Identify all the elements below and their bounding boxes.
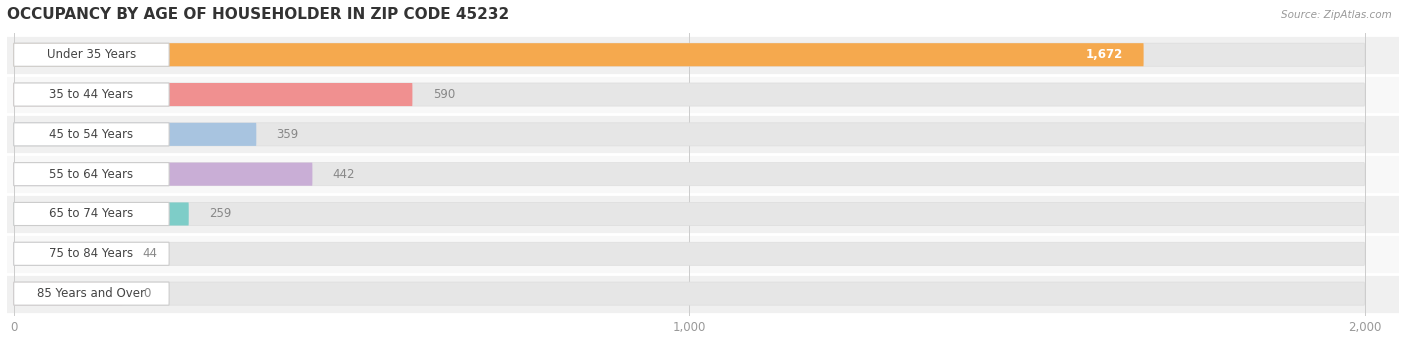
Text: 442: 442 xyxy=(333,168,356,181)
Text: 35 to 44 Years: 35 to 44 Years xyxy=(49,88,134,101)
FancyBboxPatch shape xyxy=(14,123,1364,146)
FancyBboxPatch shape xyxy=(14,282,122,305)
Text: 590: 590 xyxy=(433,88,456,101)
Text: Under 35 Years: Under 35 Years xyxy=(46,48,136,61)
Bar xyxy=(7,115,1399,154)
Text: Source: ZipAtlas.com: Source: ZipAtlas.com xyxy=(1281,10,1392,20)
Text: 55 to 64 Years: 55 to 64 Years xyxy=(49,168,134,181)
FancyBboxPatch shape xyxy=(14,163,1364,186)
Text: OCCUPANCY BY AGE OF HOUSEHOLDER IN ZIP CODE 45232: OCCUPANCY BY AGE OF HOUSEHOLDER IN ZIP C… xyxy=(7,7,509,22)
Text: 259: 259 xyxy=(209,207,232,221)
FancyBboxPatch shape xyxy=(14,203,1364,225)
Bar xyxy=(7,194,1399,234)
Text: 359: 359 xyxy=(277,128,299,141)
FancyBboxPatch shape xyxy=(14,83,1364,106)
Text: 44: 44 xyxy=(143,247,157,260)
Text: 45 to 54 Years: 45 to 54 Years xyxy=(49,128,134,141)
Bar xyxy=(7,234,1399,274)
FancyBboxPatch shape xyxy=(14,242,1364,265)
Bar xyxy=(7,154,1399,194)
Text: 85 Years and Over: 85 Years and Over xyxy=(38,287,145,300)
FancyBboxPatch shape xyxy=(14,242,169,265)
FancyBboxPatch shape xyxy=(14,83,412,106)
FancyBboxPatch shape xyxy=(14,203,169,225)
FancyBboxPatch shape xyxy=(14,282,1364,305)
Bar xyxy=(7,35,1399,75)
FancyBboxPatch shape xyxy=(14,123,169,146)
Bar xyxy=(7,274,1399,313)
FancyBboxPatch shape xyxy=(14,163,169,186)
FancyBboxPatch shape xyxy=(14,123,256,146)
FancyBboxPatch shape xyxy=(14,163,312,186)
FancyBboxPatch shape xyxy=(14,242,122,265)
FancyBboxPatch shape xyxy=(14,43,1143,66)
FancyBboxPatch shape xyxy=(14,83,169,106)
Text: 65 to 74 Years: 65 to 74 Years xyxy=(49,207,134,221)
FancyBboxPatch shape xyxy=(14,282,169,305)
Text: 75 to 84 Years: 75 to 84 Years xyxy=(49,247,134,260)
Bar xyxy=(7,75,1399,115)
FancyBboxPatch shape xyxy=(14,43,1364,66)
Text: 0: 0 xyxy=(143,287,150,300)
FancyBboxPatch shape xyxy=(14,43,169,66)
FancyBboxPatch shape xyxy=(14,203,188,225)
Text: 1,672: 1,672 xyxy=(1085,48,1123,61)
